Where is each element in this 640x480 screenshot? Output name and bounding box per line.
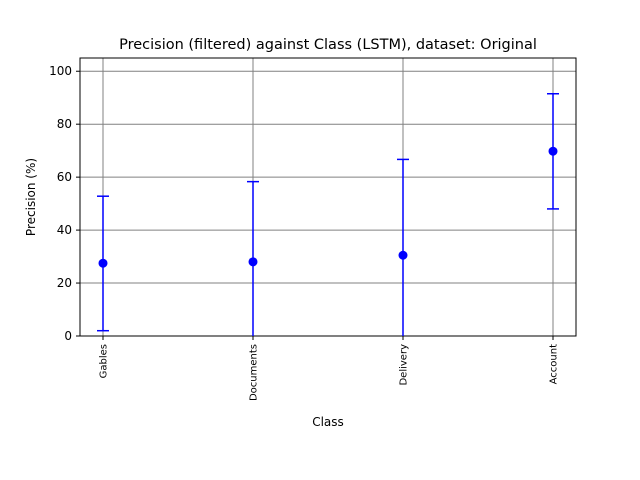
y-tick-label: 40 (57, 223, 72, 237)
data-point (98, 258, 108, 268)
data-point (398, 250, 408, 260)
axes-frame (79, 57, 577, 337)
x-tick-label: Gables (99, 344, 110, 378)
data-point (548, 146, 558, 156)
y-tick-label: 80 (57, 117, 72, 131)
x-tick-label: Delivery (399, 344, 410, 386)
x-tick-label: Account (549, 344, 560, 384)
y-tick-label: 60 (57, 170, 72, 184)
plot-area: 0 20 40 60 80 100 Gables Documents Delivery Accou… (49, 57, 577, 401)
y-tick-label: 0 (64, 329, 72, 343)
chart-title: Precision (filtered) against Class (LSTM… (119, 37, 537, 53)
data-point (248, 257, 258, 267)
x-axis-label: Class (312, 415, 344, 429)
y-axis-label: Precision (%) (24, 158, 38, 236)
x-tick-label: Documents (249, 344, 260, 401)
y-tick-label: 100 (49, 64, 72, 78)
y-tick-label: 20 (57, 276, 72, 290)
